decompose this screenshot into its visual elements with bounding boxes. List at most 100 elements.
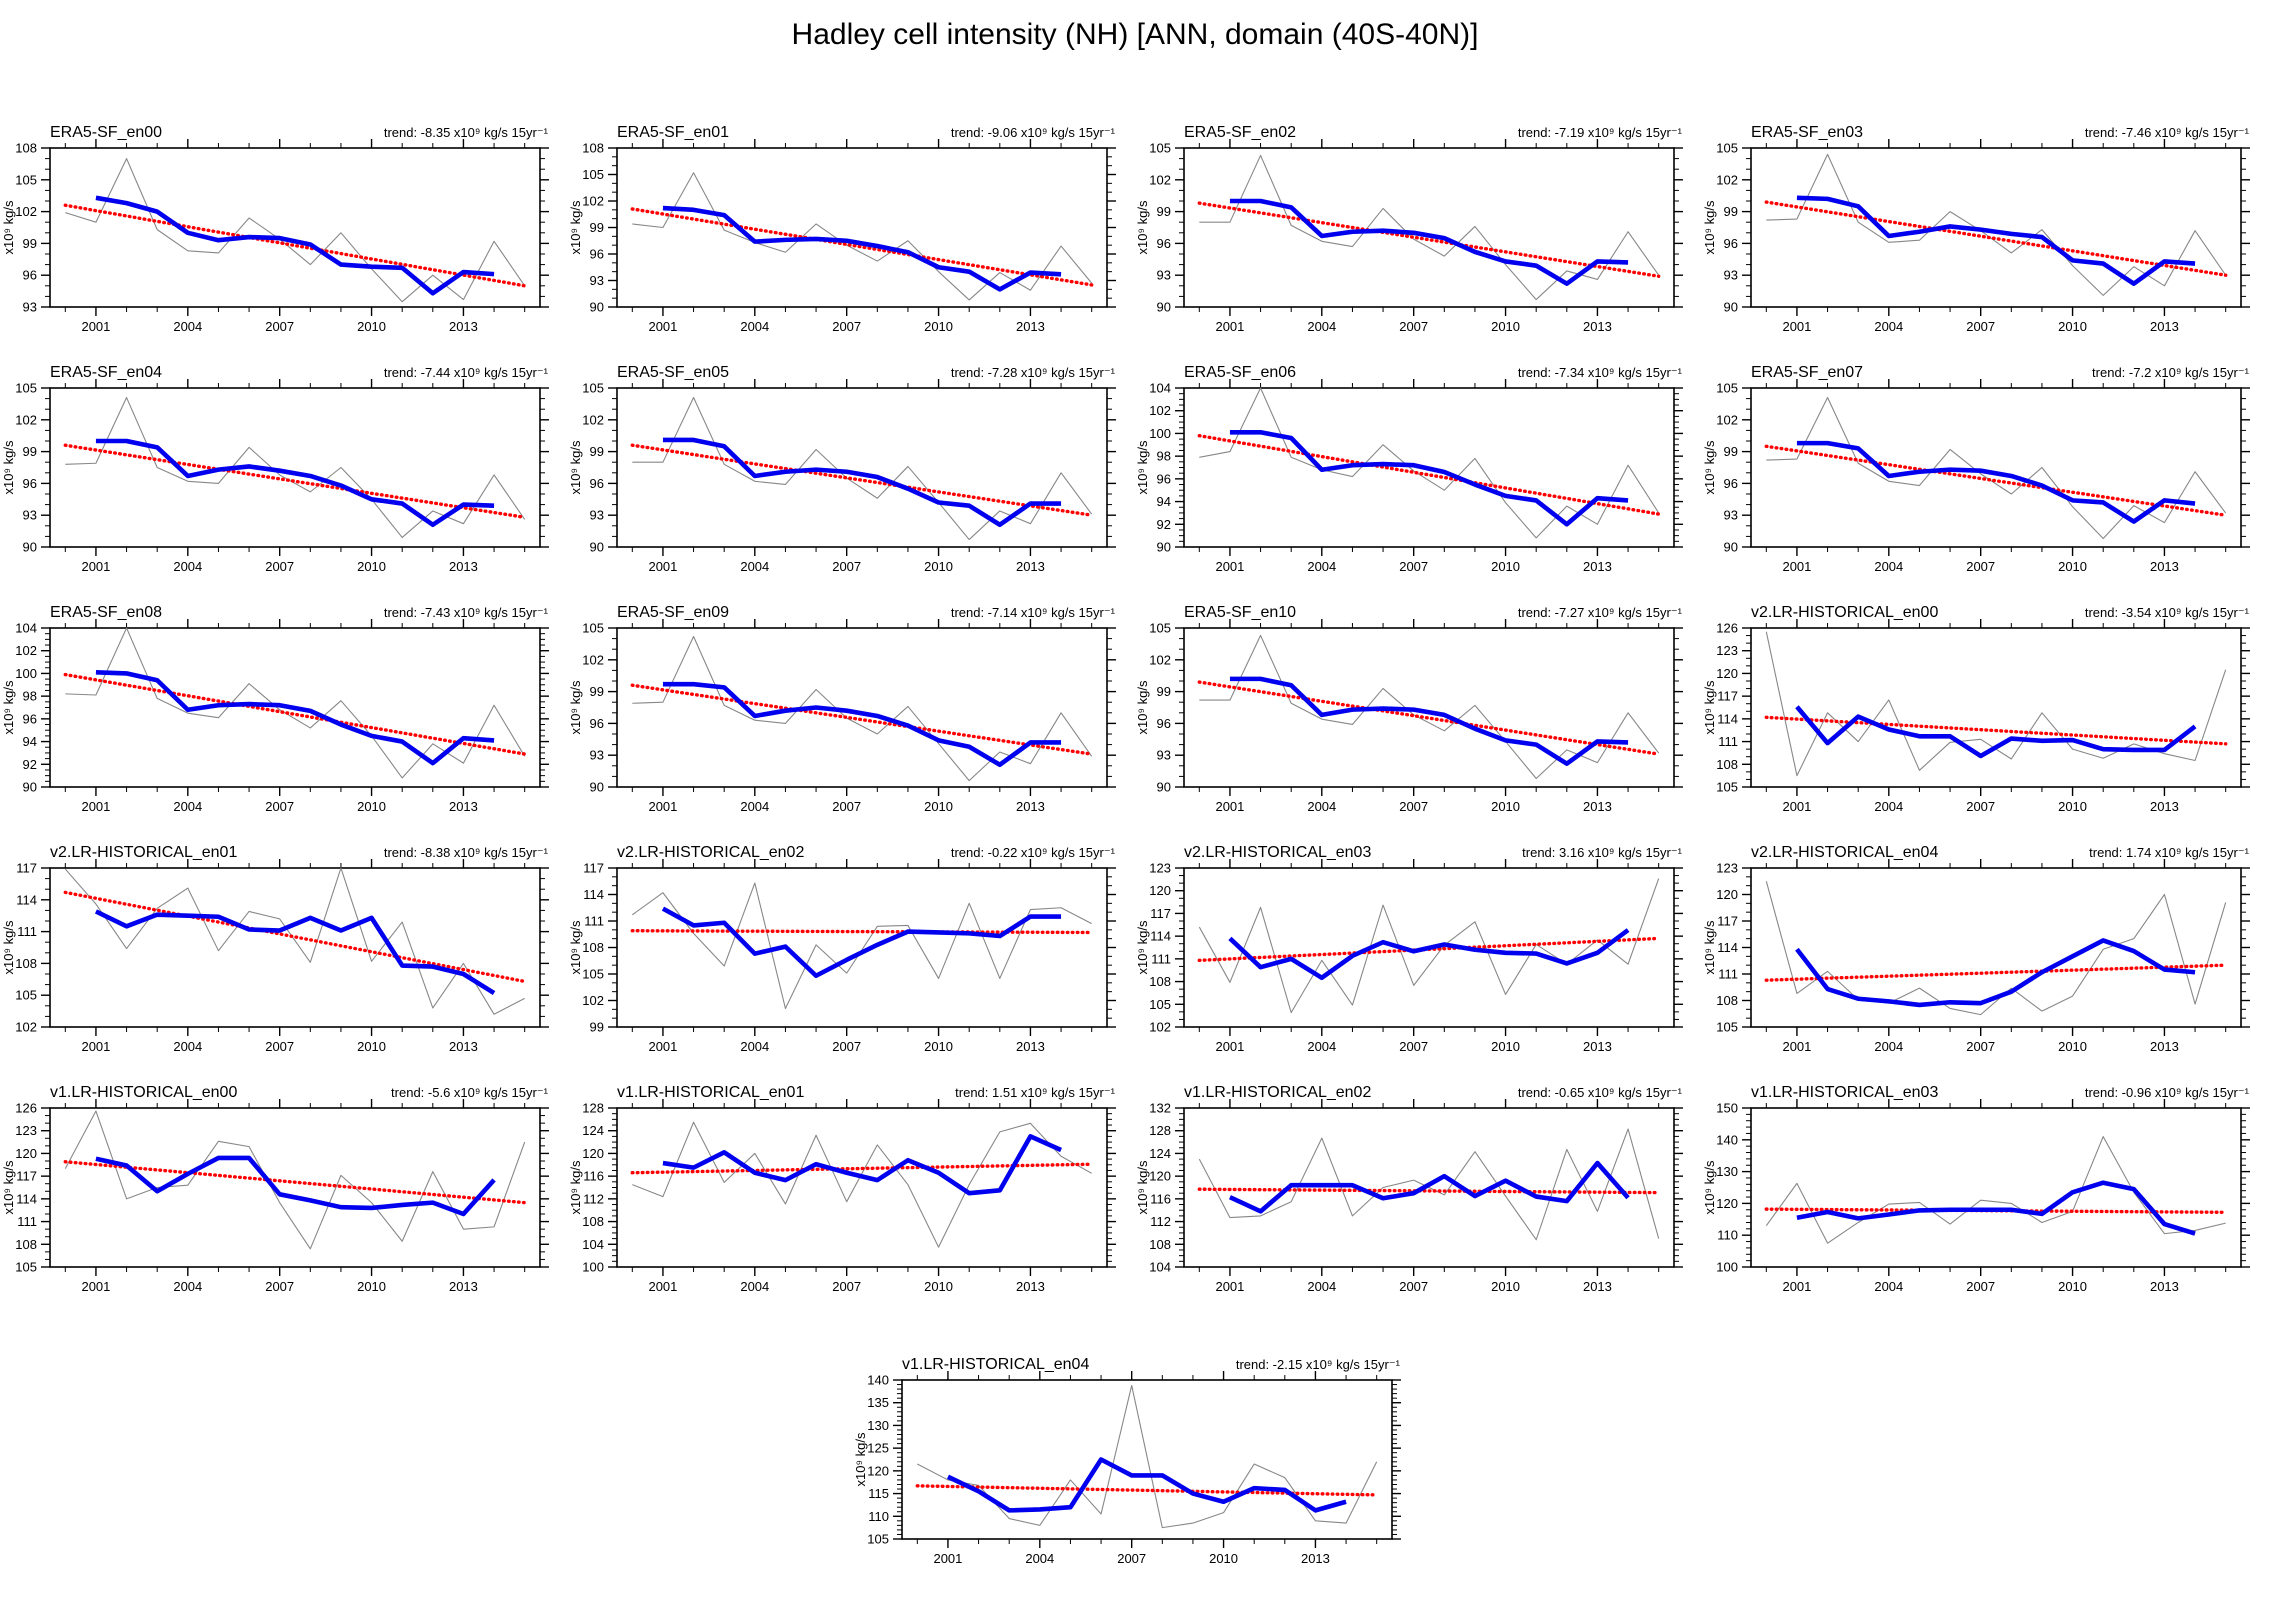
y-axis-tick-label: 96 bbox=[23, 268, 37, 283]
y-axis-tick-label: 108 bbox=[15, 956, 37, 971]
annual-series-line bbox=[1765, 1136, 2226, 1244]
trend-label: trend: -7.28 x10⁹ kg/s 15yr⁻¹ bbox=[951, 365, 1116, 380]
panel-title: v1.LR-HISTORICAL_en00 bbox=[50, 1084, 237, 1101]
chart-panel: ERA5-SF_en07 trend: -7.2 x10⁹ kg/s 15yr⁻¹… bbox=[1701, 360, 2268, 600]
y-axis-tick-label: 110 bbox=[868, 1509, 889, 1524]
y-axis-tick-label: 140 bbox=[867, 1373, 889, 1388]
x-axis-tick-label: 2010 bbox=[357, 1279, 386, 1294]
y-axis-tick-label: 126 bbox=[1716, 621, 1738, 636]
y-axis-tick-label: 93 bbox=[590, 273, 604, 288]
trend-label: trend: 3.16 x10⁹ kg/s 15yr⁻¹ bbox=[1522, 845, 1683, 860]
y-axis-tick-label: 102 bbox=[1149, 1020, 1171, 1035]
y-axis-tick-label: 94 bbox=[23, 734, 37, 749]
y-axis-tick-label: 102 bbox=[1149, 652, 1171, 667]
smoothed-series-line bbox=[1795, 938, 2196, 1008]
smoothed-series-line bbox=[1796, 440, 2196, 524]
trend-series-line bbox=[630, 207, 1094, 287]
y-axis-tick-label: 99 bbox=[590, 684, 604, 699]
smoothed-series-line bbox=[95, 1155, 496, 1217]
x-axis-tick-label: 2010 bbox=[924, 559, 953, 574]
x-axis-tick-label: 2004 bbox=[173, 319, 202, 334]
trend-series-line bbox=[1197, 680, 1661, 756]
y-axis-tick-label: 93 bbox=[590, 748, 604, 763]
chart-panel: ERA5-SF_en04 trend: -7.44 x10⁹ kg/s 15yr⁻… bbox=[0, 360, 567, 600]
chart-panel: v2.LR-HISTORICAL_en02 trend: -0.22 x10⁹ k… bbox=[567, 840, 1134, 1080]
x-axis-tick-label: 2001 bbox=[648, 559, 677, 574]
y-axis-tick-label: 114 bbox=[16, 1191, 37, 1206]
x-axis-tick-label: 2010 bbox=[924, 1039, 953, 1054]
x-axis-tick-label: 2001 bbox=[1782, 559, 1811, 574]
x-axis-tick-label: 2001 bbox=[1215, 319, 1244, 334]
x-axis-tick-label: 2007 bbox=[832, 559, 861, 574]
plot-frame bbox=[1183, 867, 1675, 1028]
y-axis-tick-label: 128 bbox=[1149, 1123, 1171, 1138]
y-axis-tick-label: 108 bbox=[15, 141, 37, 156]
x-axis-tick-label: 2007 bbox=[1117, 1551, 1146, 1566]
y-axis-title: x10⁹ kg/s bbox=[568, 440, 583, 494]
x-axis-tick-label: 2004 bbox=[1307, 319, 1336, 334]
x-axis-tick-label: 2013 bbox=[1583, 559, 1612, 574]
trend-series-line bbox=[1197, 1187, 1661, 1195]
trend-label: trend: -7.44 x10⁹ kg/s 15yr⁻¹ bbox=[384, 365, 549, 380]
plot-frame bbox=[1750, 867, 2242, 1028]
chart-row: ERA5-SF_en04 trend: -7.44 x10⁹ kg/s 15yr⁻… bbox=[0, 360, 2270, 600]
x-axis-tick-label: 2010 bbox=[357, 319, 386, 334]
y-axis-tick-label: 111 bbox=[17, 924, 37, 939]
plot-frame bbox=[49, 147, 541, 308]
smoothed-series-line bbox=[662, 1134, 1062, 1196]
smoothed-series-line bbox=[662, 681, 1062, 768]
trend-series-line bbox=[63, 890, 527, 984]
trend-label: trend: -7.14 x10⁹ kg/s 15yr⁻¹ bbox=[951, 605, 1116, 620]
trend-label: trend: -0.65 x10⁹ kg/s 15yr⁻¹ bbox=[1518, 1085, 1683, 1100]
x-axis-tick-label: 2007 bbox=[1966, 1039, 1995, 1054]
y-axis-tick-label: 92 bbox=[23, 757, 37, 772]
x-axis-tick-label: 2010 bbox=[357, 559, 386, 574]
x-axis-tick-label: 2004 bbox=[1874, 559, 1903, 574]
y-axis-tick-label: 132 bbox=[1149, 1101, 1171, 1116]
y-axis-tick-label: 123 bbox=[1149, 861, 1171, 876]
plot-frame bbox=[1750, 387, 2242, 548]
trend-label: trend: -7.46 x10⁹ kg/s 15yr⁻¹ bbox=[2085, 125, 2250, 140]
y-axis-tick-label: 135 bbox=[867, 1395, 889, 1410]
y-axis-tick-label: 105 bbox=[1716, 1020, 1738, 1035]
y-axis-tick-label: 90 bbox=[1157, 300, 1171, 315]
trend-label: trend: -2.15 x10⁹ kg/s 15yr⁻¹ bbox=[1235, 1357, 1400, 1372]
y-axis-tick-label: 105 bbox=[582, 621, 604, 636]
y-axis-tick-label: 150 bbox=[1716, 1101, 1738, 1116]
annual-series-line bbox=[632, 172, 1093, 301]
y-axis-tick-label: 100 bbox=[582, 1260, 604, 1275]
y-axis-title: x10⁹ kg/s bbox=[568, 1160, 583, 1214]
chart-svg: ERA5-SF_en05 trend: -7.28 x10⁹ kg/s 15yr⁻… bbox=[568, 364, 1116, 574]
y-axis-tick-label: 104 bbox=[582, 1237, 604, 1252]
chart-svg: ERA5-SF_en01 trend: -9.06 x10⁹ kg/s 15yr⁻… bbox=[568, 124, 1116, 334]
y-axis-tick-label: 96 bbox=[23, 476, 37, 491]
y-axis-tick-label: 114 bbox=[1150, 929, 1171, 944]
y-axis-tick-label: 96 bbox=[590, 247, 604, 262]
y-axis-tick-label: 90 bbox=[590, 780, 604, 795]
annual-series-line bbox=[64, 1110, 526, 1250]
x-axis-tick-label: 2007 bbox=[1399, 1279, 1428, 1294]
panel-title: v1.LR-HISTORICAL_en04 bbox=[902, 1356, 1089, 1373]
y-axis-tick-label: 93 bbox=[1724, 508, 1738, 523]
y-axis-tick-label: 120 bbox=[867, 1463, 889, 1478]
y-axis-tick-label: 102 bbox=[582, 652, 604, 667]
x-axis-tick-label: 2007 bbox=[265, 1279, 294, 1294]
x-axis-tick-label: 2010 bbox=[1209, 1551, 1238, 1566]
y-axis-tick-label: 105 bbox=[1716, 780, 1738, 795]
x-axis-tick-label: 2010 bbox=[924, 799, 953, 814]
panel-title: v1.LR-HISTORICAL_en02 bbox=[1184, 1084, 1371, 1101]
y-axis-tick-label: 99 bbox=[590, 220, 604, 235]
chart-panel: ERA5-SF_en08 trend: -7.43 x10⁹ kg/s 15yr⁻… bbox=[0, 600, 567, 840]
x-axis-tick-label: 2007 bbox=[1966, 319, 1995, 334]
y-axis-tick-label: 108 bbox=[1716, 757, 1738, 772]
x-axis-tick-label: 2007 bbox=[832, 1279, 861, 1294]
trend-label: trend: -5.6 x10⁹ kg/s 15yr⁻¹ bbox=[391, 1085, 549, 1100]
y-axis-tick-label: 125 bbox=[867, 1441, 889, 1456]
plot-frame bbox=[1750, 147, 2242, 308]
y-axis-tick-label: 111 bbox=[1718, 967, 1738, 982]
y-axis-tick-label: 99 bbox=[590, 1020, 604, 1035]
x-axis-tick-label: 2010 bbox=[924, 319, 953, 334]
x-axis-tick-label: 2001 bbox=[81, 319, 110, 334]
x-axis-tick-label: 2013 bbox=[449, 559, 478, 574]
x-axis-tick-label: 2013 bbox=[2150, 1039, 2179, 1054]
